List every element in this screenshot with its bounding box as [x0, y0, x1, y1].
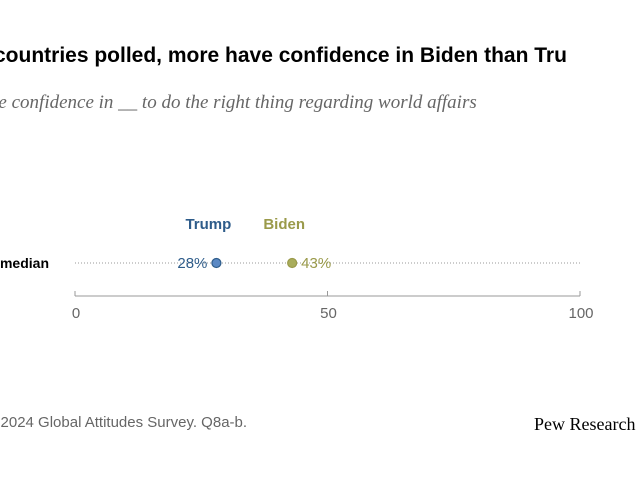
x-axis-tick-label: 100: [568, 305, 593, 322]
data-label-trump: 28%: [177, 255, 207, 272]
series-label-trump: Trump: [185, 216, 231, 233]
x-axis-tick-label: 50: [320, 305, 337, 322]
chart-title: countries polled, more have confidence i…: [0, 44, 567, 67]
data-point-biden: [287, 257, 298, 269]
x-axis-tick-label: 0: [72, 305, 80, 322]
pew-research-logo: Pew Research: [534, 414, 636, 434]
data-point-trump: [211, 257, 222, 269]
row-label: median: [0, 255, 49, 271]
chart-subtitle: ve confidence in __ to do the right thin…: [0, 92, 477, 113]
data-label-biden: 43%: [301, 255, 331, 272]
series-label-biden: Biden: [263, 216, 305, 233]
source-note: g 2024 Global Attitudes Survey. Q8a-b.: [0, 414, 248, 431]
